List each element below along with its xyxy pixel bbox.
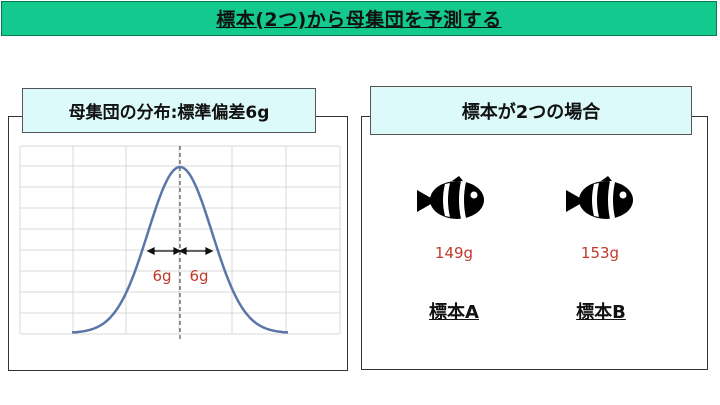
sd-left-label: 6g [152,267,171,285]
chart-grid [19,145,341,335]
sample-a-weight: 149g [434,244,474,262]
sample-b-name: 標本B [576,302,626,323]
page-title: 標本(2つ)から母集団を予測する [216,9,502,31]
page-title-bar: 標本(2つ)から母集団を予測する [1,1,717,36]
samples-panel [361,116,708,370]
sd-arrows [146,247,214,255]
population-panel [8,116,348,371]
sd-right-label: 6g [189,267,208,285]
sample-a-name: 標本A [429,302,479,323]
population-label: 母集団の分布:標準偏差6g [22,88,316,133]
fish-icon [417,176,484,219]
fish-icon [566,176,633,219]
samples-label: 標本が2つの場合 [370,86,692,135]
sample-b-weight: 153g [580,244,620,262]
normal-curve [71,165,289,334]
